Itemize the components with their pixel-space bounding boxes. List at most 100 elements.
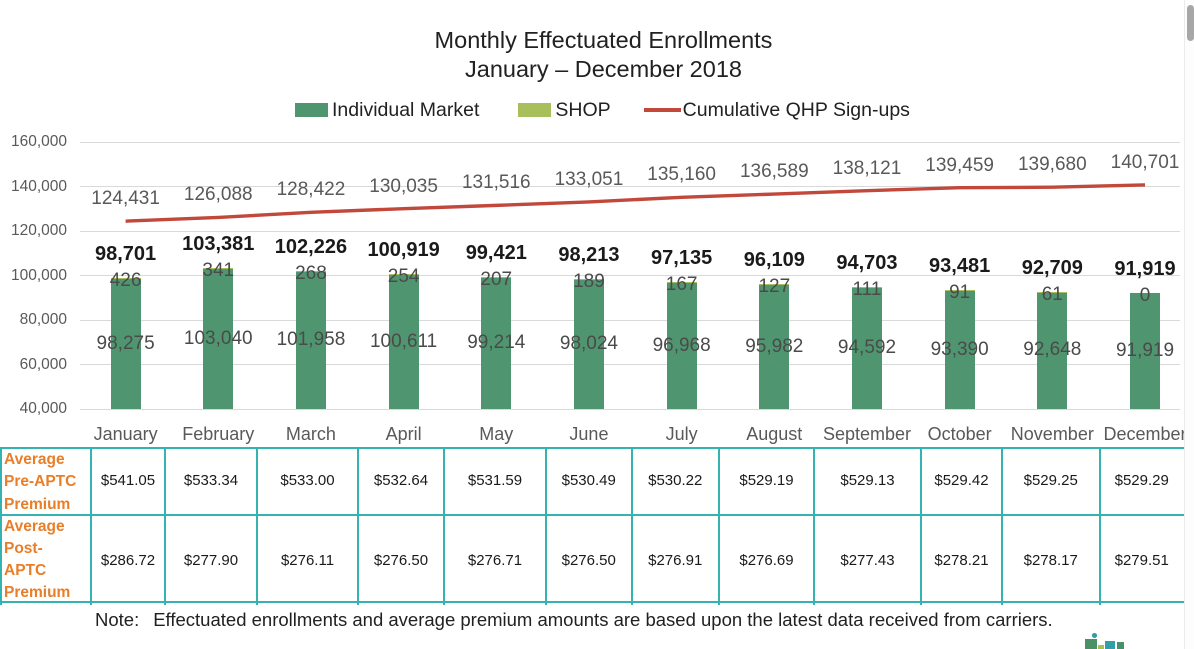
- label-individual-market-value: 98,275: [96, 333, 155, 355]
- label-shop-value: 207: [480, 268, 513, 290]
- bar-shop: [851, 287, 882, 289]
- chart-title-line2: January – December 2018: [465, 56, 742, 82]
- bar-individual-market: [388, 274, 419, 409]
- table-vertical-border: [1098, 447, 1101, 605]
- label-individual-market-value: 94,592: [837, 337, 897, 359]
- bar-shop: [388, 273, 419, 275]
- logo-block-icon: [1104, 640, 1115, 649]
- gridline: [80, 319, 1180, 321]
- bar-individual-market: [203, 268, 234, 409]
- table-vertical-border: [443, 447, 445, 605]
- legend-item-cumulative-qhp-sign-ups: Cumulative QHP Sign-ups: [643, 99, 910, 122]
- table-cell: $533.00: [280, 472, 335, 490]
- table-vertical-border: [0, 447, 2, 605]
- x-axis-month-label: November: [1010, 424, 1094, 444]
- table-cell: $286.72: [100, 552, 156, 569]
- label-individual-market-value: 92,648: [1023, 339, 1082, 361]
- bar-individual-market: [295, 271, 326, 409]
- legend-box-swatch-icon: [518, 103, 552, 117]
- label-total-enrollment: 103,381: [182, 232, 255, 255]
- label-individual-market-value: 101,958: [276, 329, 346, 351]
- bar-individual-market: [759, 284, 790, 409]
- gridline: [80, 275, 1180, 276]
- label-cumulative-qhp-signups: 140,701: [1110, 151, 1180, 173]
- table-vertical-border: [545, 447, 547, 605]
- label-total-enrollment: 102,226: [274, 235, 348, 258]
- table-cell: $276.71: [467, 552, 523, 569]
- table-cell: $278.21: [934, 552, 989, 569]
- scrollbar-track[interactable]: [1184, 0, 1194, 649]
- label-shop-value: 341: [202, 259, 235, 281]
- table-cell: $277.43: [840, 552, 895, 569]
- label-shop-value: 254: [387, 265, 420, 287]
- scrollbar-thumb[interactable]: [1186, 5, 1194, 41]
- bar-shop: [295, 270, 326, 272]
- label-individual-market-value: 96,968: [652, 334, 711, 356]
- bar-shop: [203, 267, 234, 269]
- legend-line-swatch-icon: [643, 108, 681, 112]
- label-total-enrollment: 94,703: [836, 252, 898, 275]
- bar-individual-market: [666, 282, 697, 409]
- label-cumulative-qhp-signups: 136,589: [739, 161, 809, 183]
- label-shop-value: 189: [573, 271, 605, 293]
- table-horizontal-border: [0, 447, 1184, 449]
- x-axis-month-label: October: [927, 424, 992, 444]
- label-cumulative-qhp-signups: 139,680: [1017, 154, 1087, 176]
- y-axis-tick-label: 160,000: [10, 133, 67, 150]
- connect-for-health-colorado-logo: [1084, 630, 1129, 649]
- y-axis-tick-label: 80,000: [19, 311, 67, 328]
- bar-shop: [1037, 291, 1068, 293]
- table-vertical-border: [90, 447, 92, 605]
- table-vertical-border: [813, 447, 815, 605]
- label-individual-market-value: 103,040: [183, 327, 253, 349]
- legend-item-shop: SHOP: [518, 99, 611, 122]
- legend-label: Individual Market: [332, 98, 480, 121]
- table-cell: $279.51: [1114, 552, 1169, 569]
- label-individual-market-value: 91,919: [1115, 340, 1175, 362]
- bar-shop: [110, 278, 141, 280]
- legend-item-individual-market: Individual Market: [295, 99, 479, 122]
- label-shop-value: 268: [295, 262, 327, 284]
- y-axis-tick-label: 100,000: [10, 266, 67, 284]
- table-vertical-border: [357, 447, 359, 605]
- table-cell: $276.69: [739, 552, 794, 569]
- table-cell: $530.22: [648, 472, 703, 490]
- table-row-label: Average Pre-APTC Premium: [4, 451, 77, 513]
- bar-individual-market: [481, 277, 512, 409]
- gridline: [80, 141, 1180, 143]
- label-cumulative-qhp-signups: 131,516: [461, 172, 531, 194]
- note: Note: Effectuated enrollments and average…: [95, 609, 1053, 631]
- label-shop-value: 0: [1139, 285, 1151, 307]
- label-cumulative-qhp-signups: 139,459: [925, 154, 994, 176]
- label-total-enrollment: 98,701: [95, 243, 157, 266]
- table-cell: $541.05: [100, 472, 156, 490]
- label-cumulative-qhp-signups: 128,422: [276, 179, 346, 201]
- table-horizontal-border: [0, 600, 1184, 603]
- label-shop-value: 167: [665, 273, 698, 295]
- bar-individual-market: [573, 279, 604, 409]
- label-individual-market-value: 95,982: [745, 335, 804, 357]
- logo-block-icon: [1097, 644, 1104, 649]
- table-cell: $276.91: [648, 552, 703, 569]
- table-cell: $531.59: [467, 472, 523, 490]
- bar-individual-market: [944, 290, 975, 409]
- logo-block-icon: [1117, 641, 1124, 649]
- label-individual-market-value: 98,024: [559, 333, 619, 355]
- logo-block-icon: [1085, 638, 1097, 649]
- bar-individual-market: [110, 279, 141, 409]
- label-shop-value: 426: [109, 270, 142, 292]
- table-cell: $529.42: [934, 472, 989, 490]
- table-cell: $532.64: [373, 472, 429, 490]
- note-label: Note:: [95, 608, 140, 630]
- y-axis-tick-label: 60,000: [19, 355, 67, 373]
- label-cumulative-qhp-signups: 126,088: [183, 184, 253, 206]
- chart-legend: Individual Market SHOP Cumulative QHP Sign…: [295, 99, 910, 121]
- table-cell: $529.19: [739, 472, 794, 490]
- label-cumulative-qhp-signups: 133,051: [554, 168, 624, 190]
- x-axis-month-label: May: [479, 424, 514, 444]
- table-cell: $529.13: [840, 472, 895, 490]
- table-cell: $530.49: [561, 472, 616, 490]
